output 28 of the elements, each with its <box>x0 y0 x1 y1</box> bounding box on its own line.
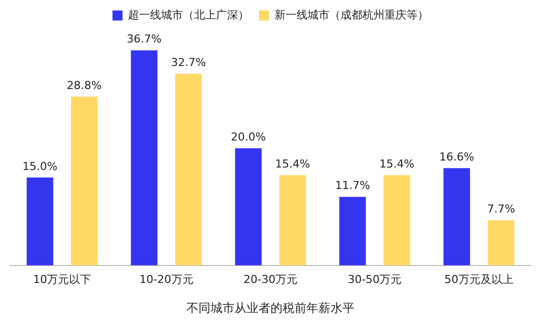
bar <box>235 148 262 266</box>
bar <box>384 175 410 266</box>
data-label: 15.4% <box>379 158 414 171</box>
bar <box>130 50 158 266</box>
legend-label: 超一线城市（北上广深） <box>128 8 249 22</box>
bar <box>443 168 470 266</box>
x-axis-title: 不同城市从业者的税前年薪水平 <box>186 300 354 315</box>
bar <box>70 96 98 266</box>
x-tick-label: 10-20万元 <box>139 272 194 286</box>
x-tick-label: 50万元及以上 <box>444 272 514 286</box>
bar <box>279 175 306 266</box>
data-label: 15.4% <box>275 158 310 171</box>
data-label: 15.0% <box>22 160 58 173</box>
legend-label: 新一线城市（成都杭州重庆等） <box>274 8 428 22</box>
data-label: 16.6% <box>439 150 474 164</box>
x-tick-label: 10万元以下 <box>33 272 92 286</box>
bar <box>175 74 202 266</box>
data-label: 20.0% <box>230 130 266 144</box>
data-label: 7.7% <box>487 202 516 216</box>
x-tick-label: 30-50万元 <box>348 272 402 286</box>
data-label: 28.8% <box>66 78 102 92</box>
data-label: 36.7% <box>126 32 162 46</box>
data-label: 11.7% <box>335 179 370 192</box>
bar <box>488 220 514 266</box>
bar <box>339 196 366 266</box>
x-tick-label: 20-30万元 <box>244 272 298 286</box>
data-label: 32.7% <box>170 56 206 70</box>
bar <box>26 178 54 266</box>
